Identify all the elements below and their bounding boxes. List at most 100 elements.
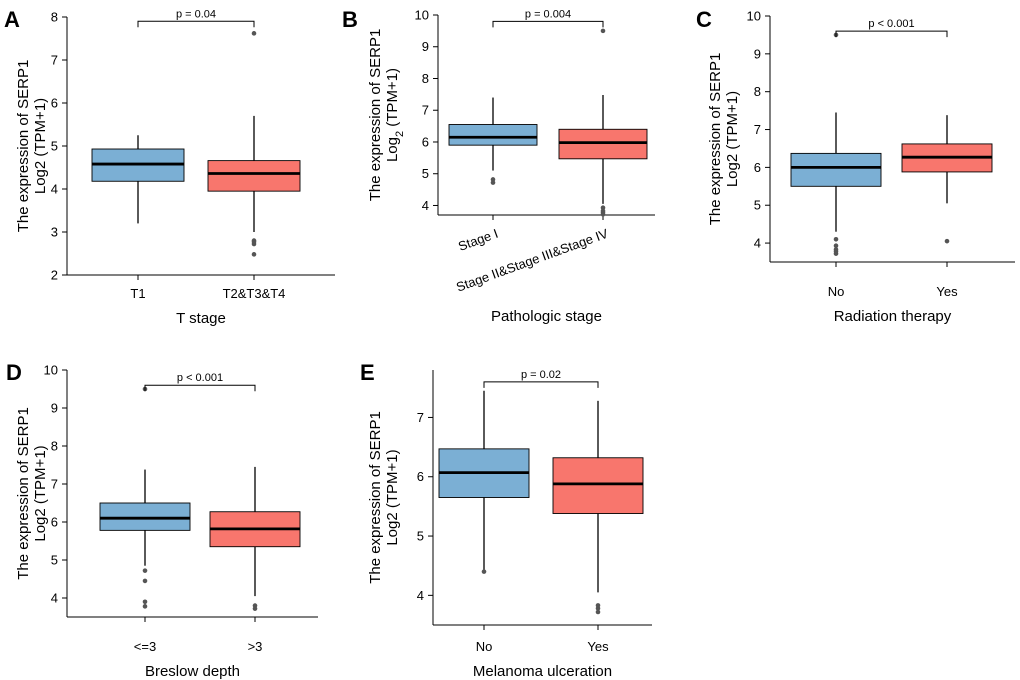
y-axis-title-line1: The expression of SERP1 (707, 53, 724, 226)
y-axis-title-line2: Log2 (TPM+1) (384, 449, 401, 545)
outlier-point (600, 205, 606, 210)
x-tick-label: T1 (130, 286, 145, 301)
box-group-2 (901, 115, 993, 244)
y-axis-title-line1: The expression of SERP1 (15, 407, 32, 580)
y-tick-label: 5 (51, 139, 58, 154)
p-value-label: p < 0.001 (177, 372, 223, 384)
box-group-1 (448, 97, 538, 185)
significance-bracket (144, 384, 256, 392)
y-tick-label: 5 (51, 553, 58, 568)
panel-letter: C (696, 7, 712, 32)
x-tick-label: <=3 (134, 639, 156, 654)
box-group-2 (209, 466, 301, 611)
outlier-point (833, 247, 839, 252)
y-tick-label: 7 (754, 122, 761, 137)
box-iqr (448, 124, 538, 146)
box-group-2 (207, 31, 301, 257)
p-value-label: p = 0.04 (176, 8, 216, 20)
box-group-2 (552, 400, 644, 615)
panel-d: D 4 5 6 7 8 9 10 <=3 >3 Breslow depth The expressio… (6, 360, 318, 680)
y-tick-label: 10 (747, 9, 761, 24)
x-tick-label: Yes (587, 639, 609, 654)
panel-letter: A (4, 7, 20, 32)
significance-bracket (835, 30, 948, 38)
box-iqr (558, 128, 648, 160)
y-tick-label: 8 (51, 439, 58, 454)
box-group-1 (438, 390, 530, 574)
x-tick-label: No (828, 284, 845, 299)
p-value-label: p = 0.004 (525, 8, 571, 20)
y-tick-label: 5 (417, 529, 424, 544)
y-axis-title-line2: Log2 (TPM+1) (724, 91, 741, 187)
y-tick-label: 6 (754, 160, 761, 175)
outlier-point (833, 243, 839, 249)
outlier-point (595, 603, 601, 608)
box-iqr (207, 160, 301, 192)
y-tick-label: 4 (417, 588, 424, 603)
y-tick-label: 6 (417, 469, 424, 484)
y-axis-title-line2: Log2 (TPM+1) (32, 445, 49, 541)
y-tick-label: 8 (754, 84, 761, 99)
y-tick-label: 4 (51, 182, 58, 197)
outlier-point (252, 603, 258, 608)
x-tick-label: Yes (936, 284, 958, 299)
outlier-point (481, 569, 487, 574)
y-tick-label: 4 (754, 236, 761, 251)
y-tick-label: 7 (417, 410, 424, 425)
panel-e: E 4 5 6 7 No Yes Melanoma ulceration The express… (360, 360, 652, 680)
y-axis-title-line1: The expression of SERP1 (15, 60, 32, 233)
p-value-label: p = 0.02 (521, 369, 561, 381)
panel-a: A 2 3 4 5 6 7 8 T1 T2&T3&T4 T stage The expression … (4, 7, 335, 327)
y-tick-label: 4 (422, 198, 429, 213)
box-group-2 (558, 28, 648, 217)
box-group-1 (790, 32, 882, 256)
box-iqr (552, 457, 644, 514)
y-tick-label: 6 (51, 515, 58, 530)
y-tick-label: 8 (51, 10, 58, 25)
box-iqr (99, 502, 191, 531)
panel-letter: D (6, 360, 22, 385)
y-axis-title-line2: Log2 (TPM+1) (32, 98, 49, 194)
panel-letter: B (342, 7, 358, 32)
outlier-point (142, 568, 148, 573)
y-tick-label: 5 (754, 198, 761, 213)
x-tick-label: >3 (248, 639, 263, 654)
box-group-1 (91, 135, 185, 224)
panel-letter: E (360, 360, 375, 385)
x-axis-title: Melanoma ulceration (473, 663, 612, 680)
y-tick-label: 9 (754, 46, 761, 61)
y-tick-label: 7 (51, 53, 58, 68)
y-axis-title-line1: The expression of SERP1 (367, 411, 384, 584)
p-value-label: p < 0.001 (868, 18, 914, 30)
outlier-point (600, 28, 606, 34)
y-tick-label: 4 (51, 591, 58, 606)
y-tick-label: 6 (51, 96, 58, 111)
outlier-point (490, 177, 496, 182)
box-group-1 (99, 386, 191, 609)
y-tick-label: 9 (422, 39, 429, 54)
x-axis-title: Pathologic stage (491, 308, 602, 325)
x-axis-title: Radiation therapy (834, 308, 952, 325)
outlier-point (142, 604, 148, 609)
outlier-point (944, 238, 950, 244)
significance-bracket (492, 20, 604, 28)
outlier-point (833, 236, 839, 242)
y-tick-label: 6 (422, 134, 429, 149)
y-axis-title-unit: (TPM+1) (384, 68, 401, 131)
box-iqr (790, 152, 882, 187)
outlier-point (251, 31, 257, 36)
x-axis-title: T stage (176, 310, 226, 327)
y-tick-label: 10 (415, 8, 429, 23)
outlier-point (142, 578, 148, 584)
outlier-point (251, 252, 257, 257)
y-tick-label: 8 (422, 71, 429, 86)
y-axis-title-line2: Log2 (TPM+1) (384, 68, 406, 162)
x-axis-title: Breslow depth (145, 663, 240, 680)
outlier-point (490, 180, 496, 185)
outlier-point (595, 609, 601, 615)
y-tick-label: 7 (422, 103, 429, 118)
y-tick-label: 5 (422, 166, 429, 181)
y-tick-label: 7 (51, 477, 58, 492)
